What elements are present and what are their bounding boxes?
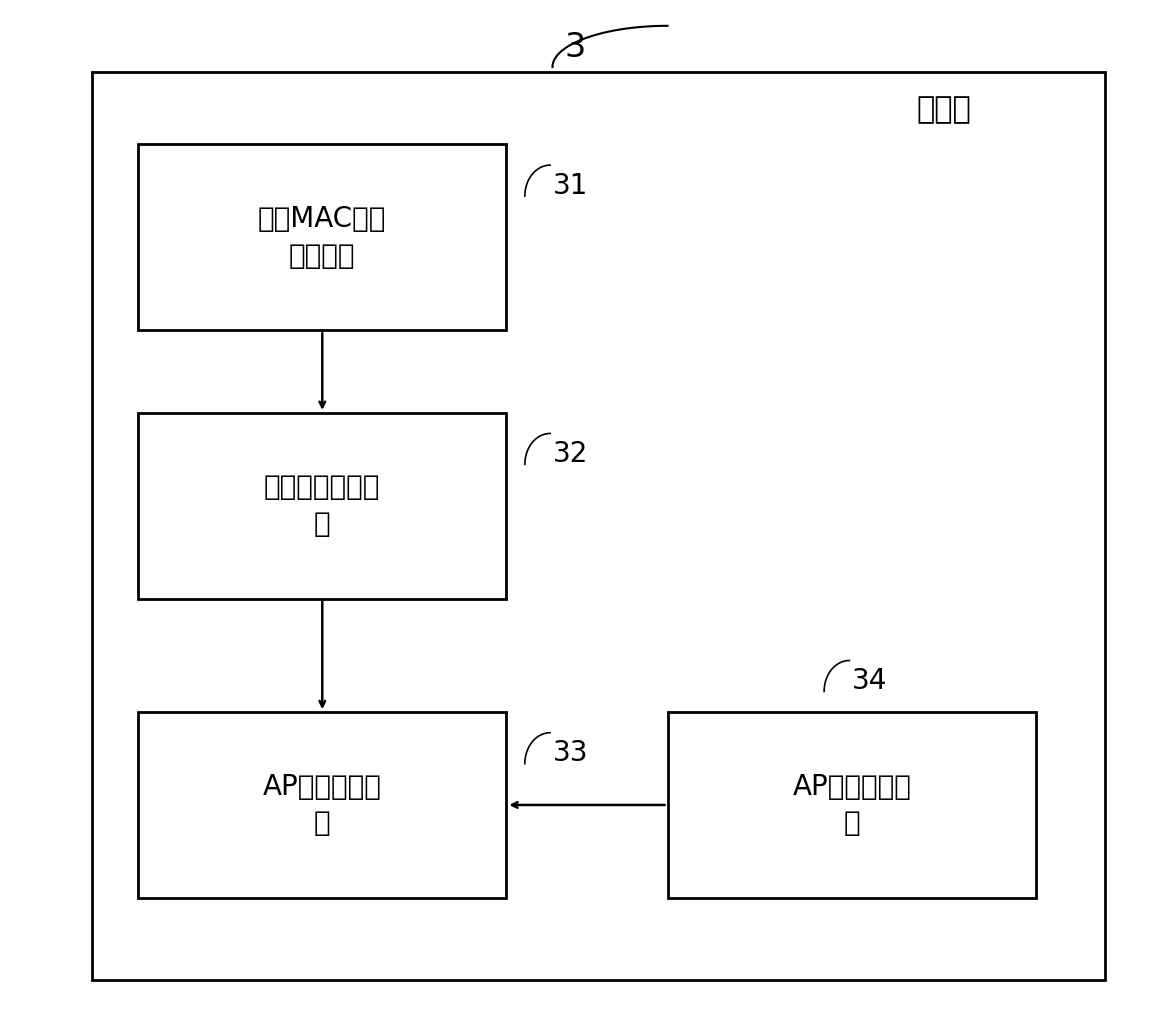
FancyBboxPatch shape: [138, 712, 506, 898]
FancyBboxPatch shape: [138, 413, 506, 599]
FancyBboxPatch shape: [668, 712, 1036, 898]
Text: 33: 33: [552, 739, 588, 768]
Text: 第一MAC地址
接收单元: 第一MAC地址 接收单元: [258, 205, 387, 269]
Text: 3: 3: [565, 31, 586, 64]
Text: 服务端: 服务端: [916, 95, 971, 124]
Text: AP信息接收单
元: AP信息接收单 元: [262, 773, 382, 837]
Text: 34: 34: [852, 667, 887, 696]
Text: AP信息处理单
元: AP信息处理单 元: [792, 773, 912, 837]
FancyBboxPatch shape: [92, 72, 1105, 980]
FancyBboxPatch shape: [138, 144, 506, 330]
Text: 设备状态发送单
元: 设备状态发送单 元: [264, 474, 381, 538]
Text: 31: 31: [552, 171, 588, 200]
Text: 32: 32: [552, 440, 588, 469]
